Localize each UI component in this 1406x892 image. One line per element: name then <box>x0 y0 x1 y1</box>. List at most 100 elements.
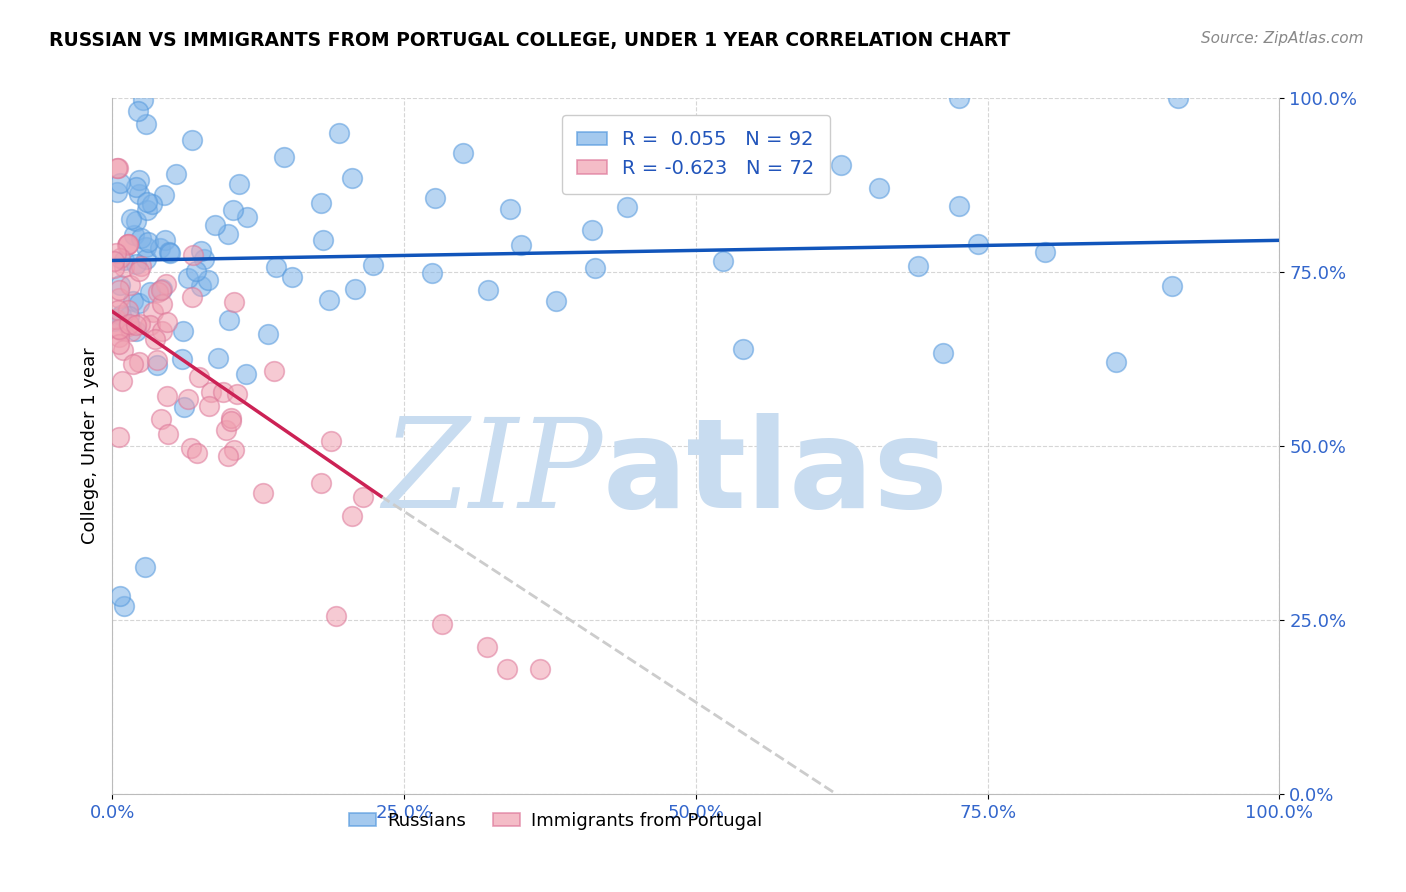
Point <box>105 161 128 175</box>
Point <box>107 161 129 175</box>
Point <box>129 230 152 244</box>
Point <box>711 254 734 268</box>
Point <box>165 167 187 181</box>
Point <box>273 150 295 164</box>
Point <box>128 186 150 201</box>
Point <box>105 246 128 260</box>
Point <box>118 277 141 292</box>
Point <box>159 245 181 260</box>
Point <box>1160 279 1182 293</box>
Text: Source: ZipAtlas.com: Source: ZipAtlas.com <box>1201 31 1364 46</box>
Point <box>219 414 242 428</box>
Legend: Russians, Immigrants from Portugal: Russians, Immigrants from Portugal <box>342 805 769 837</box>
Point <box>125 213 148 227</box>
Point <box>135 240 157 254</box>
Point <box>868 180 890 194</box>
Point <box>219 410 242 425</box>
Point <box>118 309 141 323</box>
Point <box>180 133 202 147</box>
Text: atlas: atlas <box>603 413 949 534</box>
Point <box>111 374 134 388</box>
Point <box>108 329 131 343</box>
Point <box>153 233 176 247</box>
Point <box>583 261 606 276</box>
Point <box>125 318 148 332</box>
Point <box>453 146 475 161</box>
Point <box>193 252 215 267</box>
Point <box>948 199 970 213</box>
Point <box>107 337 129 351</box>
Point <box>146 358 169 372</box>
Point <box>218 313 240 327</box>
Point <box>153 188 176 202</box>
Point <box>340 171 363 186</box>
Text: RUSSIAN VS IMMIGRANTS FROM PORTUGAL COLLEGE, UNDER 1 YEAR CORRELATION CHART: RUSSIAN VS IMMIGRANTS FROM PORTUGAL COLL… <box>49 31 1011 50</box>
Point <box>225 387 247 401</box>
Point <box>142 304 165 318</box>
Point <box>212 384 235 399</box>
Point <box>112 260 135 275</box>
Point <box>120 212 142 227</box>
Point <box>105 312 128 326</box>
Point <box>107 283 129 297</box>
Point <box>907 259 929 273</box>
Point <box>252 486 274 500</box>
Point <box>141 197 163 211</box>
Point <box>328 127 350 141</box>
Point <box>186 446 208 460</box>
Point <box>117 318 139 333</box>
Point <box>309 475 332 490</box>
Point <box>207 351 229 366</box>
Point <box>122 357 145 371</box>
Point <box>430 617 453 632</box>
Point <box>150 297 173 311</box>
Point <box>117 303 139 318</box>
Point <box>257 326 280 341</box>
Point <box>120 325 142 339</box>
Point <box>198 399 221 413</box>
Point <box>108 430 131 444</box>
Point <box>352 490 374 504</box>
Point <box>136 194 159 209</box>
Point <box>107 291 129 305</box>
Text: ZIP: ZIP <box>382 413 603 534</box>
Point <box>108 323 131 337</box>
Point <box>217 449 239 463</box>
Point <box>204 218 226 232</box>
Point <box>190 279 212 293</box>
Point <box>181 248 204 262</box>
Point <box>475 640 498 654</box>
Point <box>128 295 150 310</box>
Point <box>215 423 238 437</box>
Point <box>125 257 148 271</box>
Point <box>200 384 222 399</box>
Point <box>135 117 157 131</box>
Point <box>509 238 531 252</box>
Point <box>222 203 245 218</box>
Point <box>143 332 166 346</box>
Point <box>966 236 988 251</box>
Point <box>932 346 955 360</box>
Point <box>148 241 170 255</box>
Point <box>103 261 125 276</box>
Point <box>172 324 194 338</box>
Point <box>321 434 343 448</box>
Point <box>108 589 131 603</box>
Point <box>110 308 132 322</box>
Point <box>121 294 143 309</box>
Point <box>228 178 250 192</box>
Point <box>544 293 567 308</box>
Point <box>108 176 131 190</box>
Point <box>477 283 499 297</box>
Point <box>156 389 179 403</box>
Point <box>181 290 204 304</box>
Point <box>188 369 211 384</box>
Point <box>107 303 129 318</box>
Point <box>222 294 245 309</box>
Point <box>107 321 129 335</box>
Point <box>136 235 159 250</box>
Point <box>263 364 285 378</box>
Point <box>103 253 125 268</box>
Point <box>132 93 155 107</box>
Point <box>150 282 173 296</box>
